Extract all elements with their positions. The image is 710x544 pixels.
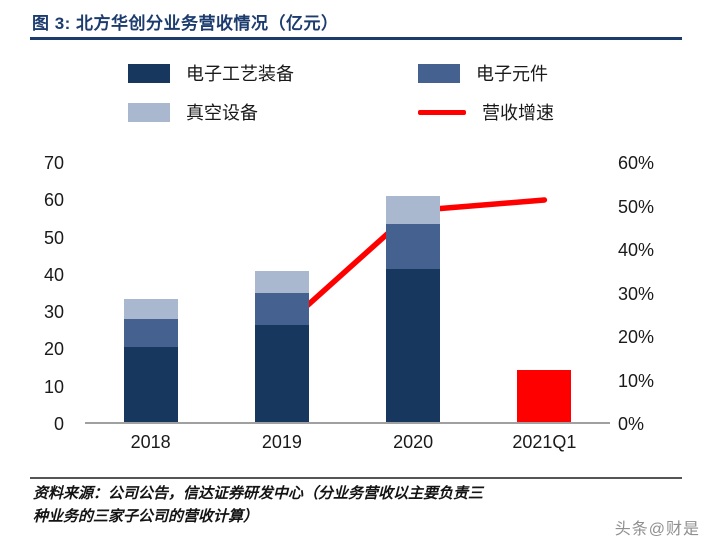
- bar-segment: [386, 224, 441, 270]
- legend-label: 电子工艺装备: [186, 64, 294, 84]
- chart-area: 70 60 50 40 30 20 10 0 60% 50% 40% 30% 20% 10% 0% 201…: [0, 148, 710, 458]
- left-axis: 70 60 50 40 30 20 10 0: [0, 148, 64, 458]
- axis-tick-label: 60: [43, 190, 64, 211]
- axis-tick-label: 70: [43, 153, 64, 173]
- x-axis-label: 2018: [130, 432, 171, 452]
- legend-item: 真空设备: [128, 101, 418, 123]
- axis-tick-label: 40%: [618, 240, 655, 260]
- axis-tick-label: 0: [53, 414, 64, 434]
- legend-box-swatch: [418, 63, 460, 83]
- source-note: 资料来源：公司公告，信达证券研发中心（分业务营收以主要负责三 种业务的三家子公司…: [33, 483, 653, 529]
- bar-segment: [254, 293, 309, 326]
- axis-tick-label: 50%: [618, 196, 655, 217]
- bar-segment: [123, 347, 178, 422]
- axis-tick-label: 10: [43, 376, 64, 397]
- legend-line-swatch: [418, 109, 466, 115]
- x-axis-label: 2021Q1: [512, 432, 577, 452]
- bar-segment: [254, 271, 309, 294]
- axis-tick-label: 40: [43, 264, 64, 285]
- plot-area: [85, 163, 610, 424]
- legend-item: 电子工艺装备: [128, 62, 418, 84]
- legend-label: 真空设备: [186, 103, 258, 123]
- figure-title: 图 3: 北方华创分业务营收情况（亿元）: [32, 14, 339, 33]
- bar-segment: [254, 325, 309, 422]
- axis-tick-label: 0%: [618, 414, 645, 434]
- legend-label: 营收增速: [482, 103, 554, 123]
- bar-segment: [123, 319, 178, 348]
- footer-divider: [30, 477, 682, 479]
- bar-segment: [386, 196, 441, 225]
- watermark: 头条@财是: [614, 521, 700, 538]
- legend-item: 电子元件: [418, 62, 693, 84]
- axis-tick-label: 30%: [618, 283, 655, 304]
- legend-box-swatch: [128, 63, 170, 83]
- source-line-1: 资料来源：公司公告，信达证券研发中心（分业务营收以主要负责三: [33, 486, 484, 502]
- title-underline: [30, 37, 682, 40]
- axis-tick-label: 60%: [618, 153, 655, 173]
- source-line-2: 种业务的三家子公司的营收计算）: [33, 509, 259, 525]
- x-axis-label: 2020: [393, 432, 434, 452]
- axis-tick-label: 30: [43, 302, 64, 323]
- legend-box-swatch: [128, 102, 170, 122]
- axis-tick-label: 20: [43, 339, 64, 360]
- bar-segment: [386, 269, 441, 422]
- x-axis-label: 2019: [261, 432, 302, 452]
- axis-tick-label: 10%: [618, 370, 655, 391]
- bar-segment: [517, 369, 572, 422]
- legend-label: 电子元件: [476, 64, 548, 84]
- legend-item: 营收增速: [418, 101, 693, 123]
- right-axis: 60% 50% 40% 30% 20% 10% 0%: [618, 148, 698, 458]
- axis-tick-label: 50: [43, 227, 64, 248]
- chart-legend: 电子工艺装备 电子元件真空设备 营收增速: [128, 62, 693, 123]
- bar-segment: [123, 298, 178, 320]
- axis-tick-label: 20%: [618, 327, 655, 347]
